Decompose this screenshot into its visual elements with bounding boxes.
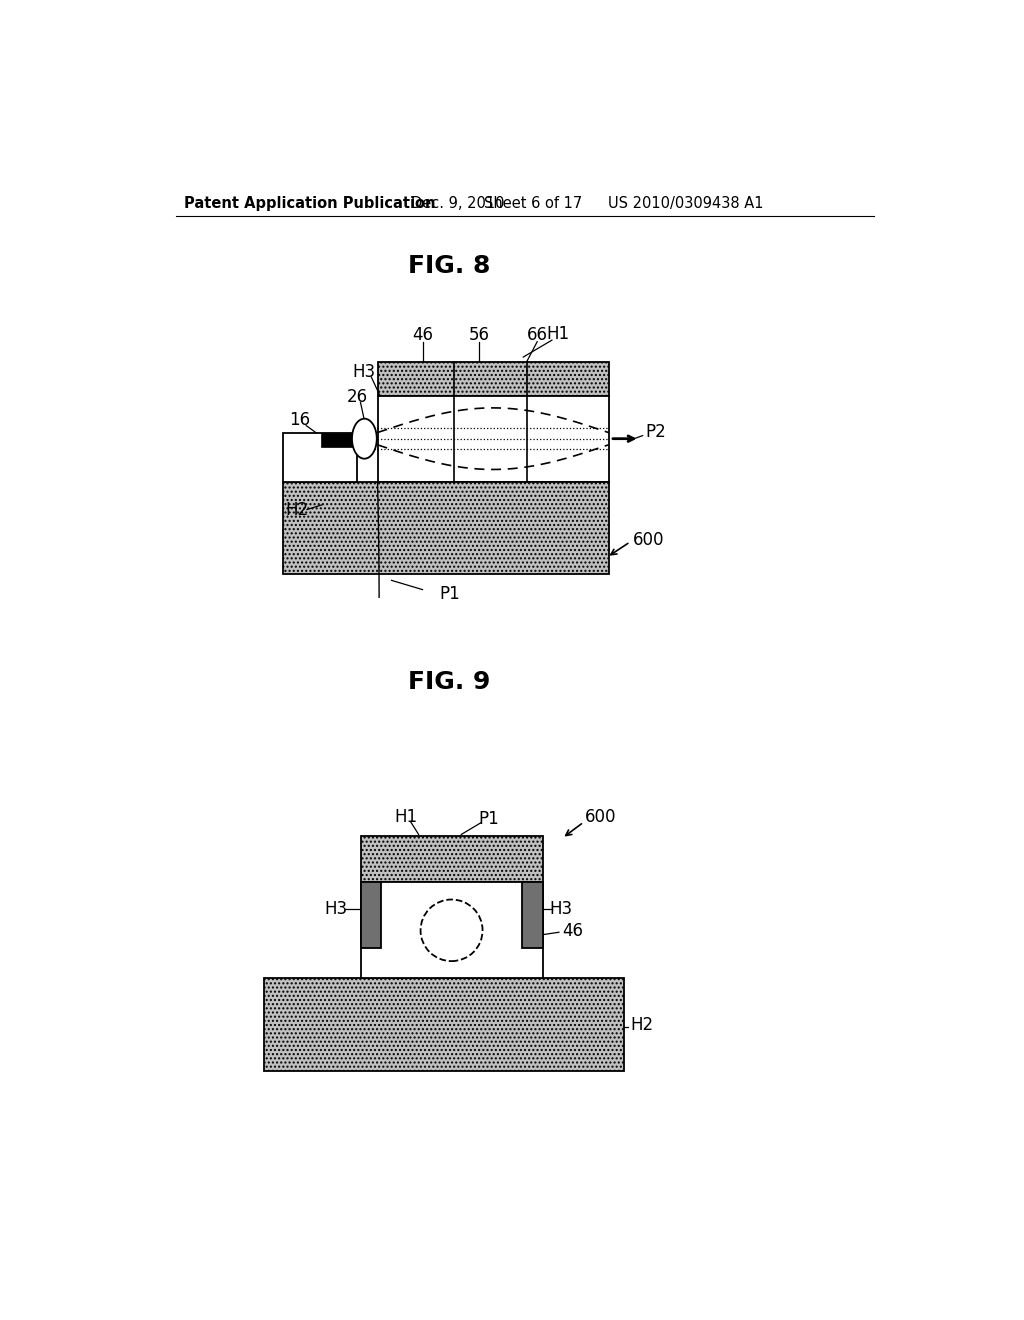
Ellipse shape xyxy=(352,418,377,459)
Bar xyxy=(378,396,608,482)
Bar xyxy=(263,978,624,1071)
Text: P1: P1 xyxy=(439,585,460,603)
Text: 56: 56 xyxy=(469,326,489,345)
Text: H3: H3 xyxy=(353,363,376,381)
Text: FIG. 8: FIG. 8 xyxy=(409,255,490,279)
Bar xyxy=(522,882,543,948)
Bar xyxy=(360,836,543,882)
Text: 46: 46 xyxy=(412,326,433,345)
Text: H3: H3 xyxy=(549,900,572,919)
Text: H2: H2 xyxy=(286,500,308,519)
Bar xyxy=(283,433,357,482)
Text: US 2010/0309438 A1: US 2010/0309438 A1 xyxy=(608,195,764,211)
Text: H1: H1 xyxy=(547,325,569,343)
Bar xyxy=(360,882,381,948)
Text: 600: 600 xyxy=(633,531,665,549)
Text: 26: 26 xyxy=(347,388,368,407)
Text: P1: P1 xyxy=(478,810,499,828)
Text: 600: 600 xyxy=(586,808,616,826)
Text: 16: 16 xyxy=(290,412,310,429)
Text: H3: H3 xyxy=(325,900,347,919)
Bar xyxy=(283,482,608,574)
Text: Patent Application Publication: Patent Application Publication xyxy=(183,195,435,211)
Text: FIG. 9: FIG. 9 xyxy=(409,671,490,694)
Text: P2: P2 xyxy=(646,422,667,441)
Text: H2: H2 xyxy=(630,1015,653,1034)
Text: 46: 46 xyxy=(562,921,583,940)
Text: 66: 66 xyxy=(526,326,548,345)
Bar xyxy=(360,882,543,978)
Text: Sheet 6 of 17: Sheet 6 of 17 xyxy=(484,195,583,211)
Bar xyxy=(378,363,608,396)
Bar xyxy=(321,433,357,447)
Text: H1: H1 xyxy=(394,808,417,826)
Circle shape xyxy=(421,899,482,961)
Text: Dec. 9, 2010: Dec. 9, 2010 xyxy=(411,195,505,211)
